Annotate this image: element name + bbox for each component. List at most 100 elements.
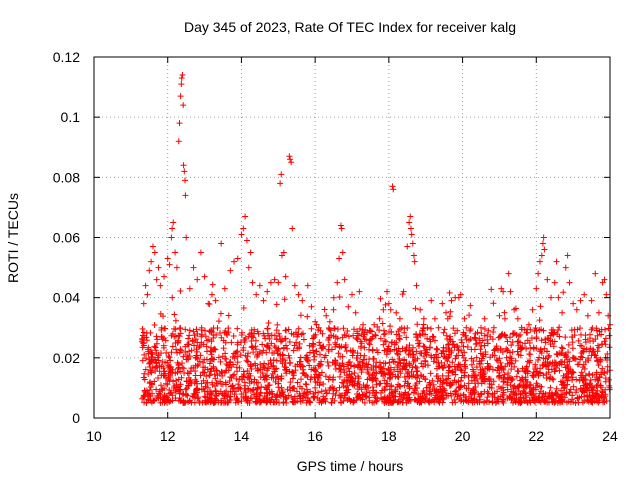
data-point bbox=[586, 370, 593, 377]
data-point bbox=[195, 361, 202, 368]
data-point bbox=[366, 375, 373, 382]
data-point bbox=[477, 346, 484, 353]
data-point bbox=[312, 384, 319, 391]
data-point bbox=[439, 381, 446, 388]
data-point bbox=[439, 347, 446, 354]
data-point bbox=[328, 332, 335, 339]
data-point bbox=[396, 355, 403, 362]
data-point bbox=[482, 351, 489, 358]
data-point bbox=[186, 332, 193, 339]
data-point bbox=[218, 334, 225, 341]
data-point bbox=[423, 351, 430, 358]
data-point bbox=[385, 300, 392, 307]
data-point bbox=[240, 304, 247, 311]
data-point bbox=[296, 345, 303, 352]
data-point bbox=[328, 399, 335, 406]
data-point bbox=[180, 353, 187, 360]
data-point bbox=[473, 340, 480, 347]
data-point bbox=[557, 358, 564, 365]
data-point bbox=[291, 342, 298, 349]
data-point bbox=[553, 258, 560, 265]
data-point bbox=[147, 379, 154, 386]
data-point bbox=[361, 399, 368, 406]
data-point bbox=[373, 381, 380, 388]
data-point bbox=[463, 385, 470, 392]
data-point bbox=[354, 330, 361, 337]
x-tick-label: 14 bbox=[234, 428, 250, 444]
data-point bbox=[491, 390, 498, 397]
data-point bbox=[455, 347, 462, 354]
data-point bbox=[290, 347, 297, 354]
data-point bbox=[313, 321, 320, 328]
data-point bbox=[565, 367, 572, 374]
data-point bbox=[505, 370, 512, 377]
data-point bbox=[595, 399, 602, 406]
data-point bbox=[274, 373, 281, 380]
data-point bbox=[472, 383, 479, 390]
data-point bbox=[376, 315, 383, 322]
data-point bbox=[405, 380, 412, 387]
data-point bbox=[344, 328, 351, 335]
data-point bbox=[395, 345, 402, 352]
data-point bbox=[197, 372, 204, 379]
data-point bbox=[248, 366, 255, 373]
data-point bbox=[270, 375, 277, 382]
data-point bbox=[154, 336, 161, 343]
data-point bbox=[598, 369, 605, 376]
data-point bbox=[477, 361, 484, 368]
data-point bbox=[469, 399, 476, 406]
data-point bbox=[225, 367, 232, 374]
data-point bbox=[359, 326, 366, 333]
data-point bbox=[406, 219, 413, 226]
data-point bbox=[263, 349, 270, 356]
data-point bbox=[339, 379, 346, 386]
data-point bbox=[221, 285, 228, 292]
data-point bbox=[141, 399, 148, 406]
data-point bbox=[388, 382, 395, 389]
data-point bbox=[191, 342, 198, 349]
data-point bbox=[173, 346, 180, 353]
data-point bbox=[292, 399, 299, 406]
data-point bbox=[316, 363, 323, 370]
data-point bbox=[289, 225, 296, 232]
data-point bbox=[417, 332, 424, 339]
data-point bbox=[151, 343, 158, 350]
data-point bbox=[478, 390, 485, 397]
data-point bbox=[354, 373, 361, 380]
data-points bbox=[139, 72, 613, 406]
data-point bbox=[175, 138, 182, 145]
data-point bbox=[274, 321, 281, 328]
data-point bbox=[347, 347, 354, 354]
data-point bbox=[471, 377, 478, 384]
data-point bbox=[412, 363, 419, 370]
y-tick-label: 0.08 bbox=[53, 169, 80, 185]
data-point bbox=[235, 381, 242, 388]
data-point bbox=[504, 381, 511, 388]
data-point bbox=[169, 294, 176, 301]
data-point bbox=[288, 393, 295, 400]
data-point bbox=[357, 364, 364, 371]
data-point bbox=[313, 348, 320, 355]
data-point bbox=[208, 338, 215, 345]
data-point bbox=[159, 387, 166, 394]
data-point bbox=[275, 330, 282, 337]
data-point bbox=[336, 373, 343, 380]
data-point bbox=[298, 376, 305, 383]
data-point bbox=[446, 363, 453, 370]
data-point bbox=[279, 389, 286, 396]
data-point bbox=[328, 346, 335, 353]
data-point bbox=[306, 349, 313, 356]
data-point bbox=[346, 371, 353, 378]
data-point bbox=[194, 276, 201, 283]
data-point bbox=[427, 325, 434, 332]
data-point bbox=[234, 359, 241, 366]
y-tick-label: 0.1 bbox=[61, 109, 81, 125]
data-point bbox=[156, 388, 163, 395]
data-point bbox=[560, 382, 567, 389]
data-point bbox=[211, 345, 218, 352]
data-point bbox=[365, 370, 372, 377]
data-point bbox=[217, 388, 224, 395]
data-point bbox=[238, 231, 245, 238]
data-point bbox=[557, 350, 564, 357]
data-point bbox=[601, 398, 608, 405]
